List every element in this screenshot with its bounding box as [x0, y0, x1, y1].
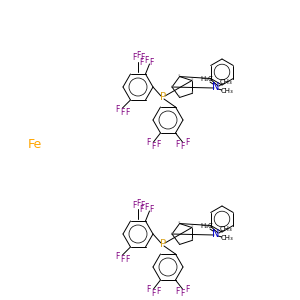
Text: *: *: [178, 242, 181, 247]
Text: *: *: [178, 221, 181, 226]
Text: F: F: [139, 205, 144, 214]
Text: F: F: [151, 290, 156, 298]
Text: F: F: [156, 287, 161, 296]
Text: Fe: Fe: [28, 139, 42, 152]
Text: F: F: [115, 106, 120, 115]
Text: F: F: [139, 58, 144, 67]
Text: CH₃: CH₃: [220, 226, 232, 232]
Text: F: F: [120, 256, 125, 265]
Text: F: F: [125, 109, 130, 118]
Text: F: F: [180, 290, 185, 298]
Text: F: F: [144, 202, 149, 211]
Text: F: F: [120, 109, 125, 118]
Text: *: *: [190, 78, 193, 83]
Text: F: F: [132, 53, 136, 62]
Text: *: *: [178, 95, 181, 100]
Text: F: F: [136, 199, 140, 208]
Text: F: F: [185, 286, 190, 295]
Text: CH₃: CH₃: [220, 79, 232, 85]
Text: F: F: [175, 287, 180, 296]
Text: *: *: [190, 91, 193, 96]
Text: F: F: [146, 286, 151, 295]
Text: F: F: [156, 140, 161, 149]
Text: F: F: [175, 140, 180, 149]
Text: F: F: [136, 52, 140, 61]
Text: F: F: [149, 58, 154, 67]
Text: N: N: [212, 82, 220, 92]
Text: F: F: [146, 139, 151, 148]
Text: H₃C: H₃C: [201, 76, 213, 82]
Text: F: F: [140, 53, 144, 62]
Text: F: F: [132, 200, 136, 209]
Text: F: F: [149, 205, 154, 214]
Text: N: N: [212, 229, 220, 239]
Text: CH₃: CH₃: [220, 88, 233, 94]
Text: F: F: [125, 256, 130, 265]
Text: F: F: [185, 139, 190, 148]
Text: CH₃: CH₃: [220, 235, 233, 241]
Text: F: F: [140, 200, 144, 209]
Text: *: *: [171, 85, 173, 89]
Text: P: P: [160, 239, 166, 249]
Text: F: F: [144, 56, 149, 64]
Text: *: *: [190, 225, 193, 230]
Text: *: *: [190, 238, 193, 243]
Text: P: P: [160, 92, 166, 102]
Text: H₃C: H₃C: [201, 223, 213, 229]
Text: *: *: [178, 74, 181, 79]
Text: F: F: [115, 253, 120, 262]
Text: F: F: [151, 142, 156, 152]
Text: F: F: [180, 142, 185, 152]
Text: *: *: [171, 232, 173, 236]
